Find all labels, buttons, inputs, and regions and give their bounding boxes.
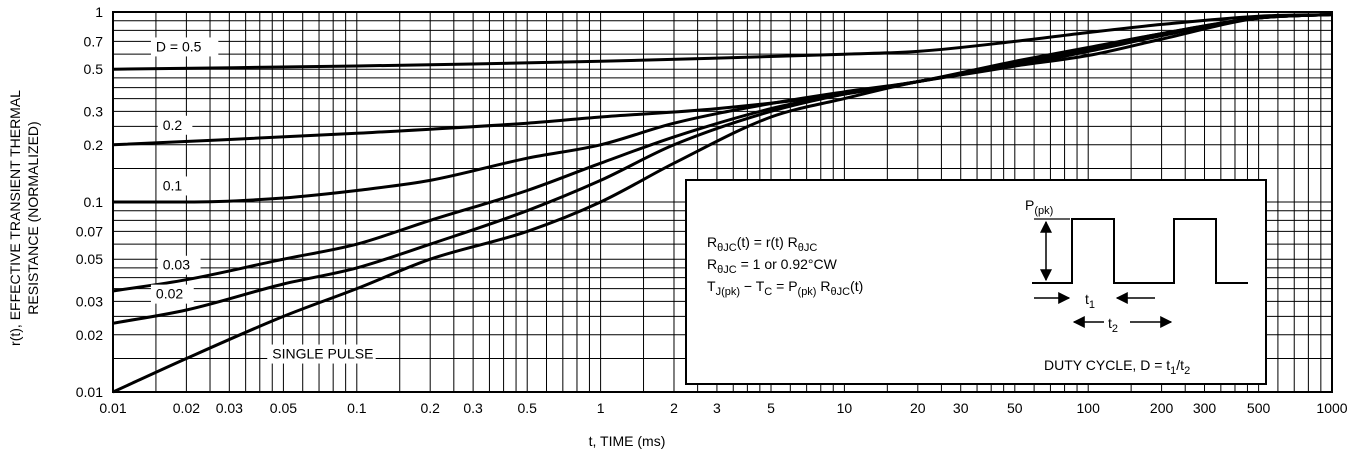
y-tick-label: 0.05 xyxy=(76,251,103,267)
x-tick-label: 0.2 xyxy=(420,400,440,416)
curve-single-pulse-label: SINGLE PULSE xyxy=(272,346,373,362)
y-tick-label: 0.01 xyxy=(76,384,103,400)
plot-frame xyxy=(112,11,1333,393)
x-tick-label: 30 xyxy=(953,400,969,416)
t1-label: t1 xyxy=(1085,291,1095,311)
x-axis-title: t, TIME (ms) xyxy=(589,433,666,449)
curve-0-2-label: 0.2 xyxy=(163,117,183,133)
curve-0-03-label-bg xyxy=(157,255,201,275)
x-tick-label: 0.1 xyxy=(347,400,367,416)
x-tick-label: 3 xyxy=(713,400,721,416)
formula-rthetajc: RθJC(t) = r(t) RθJC xyxy=(707,234,817,254)
x-tick-label: 2 xyxy=(670,400,678,416)
x-tick-label: 0.02 xyxy=(173,400,200,416)
duty-cycle-label: DUTY CYCLE, D = t1/t2 xyxy=(1044,357,1190,377)
x-tick-label: 200 xyxy=(1150,400,1174,416)
x-tick-label: 500 xyxy=(1247,400,1271,416)
y-tick-label: 0.2 xyxy=(84,137,104,153)
curve-0-1-label-bg xyxy=(157,176,193,196)
tick-labels: 0.01 0.02 0.03 0.05 0.1 0.2 0.3 0.5 1 2 3 5 10 20 30 50… xyxy=(76,4,1347,416)
inset-box: RθJC(t) = r(t) RθJC RθJC = 1 or 0.92°CW … xyxy=(685,179,1267,385)
curve-d-0-5 xyxy=(112,13,1333,71)
x-tick-label: 1000 xyxy=(1316,400,1347,416)
formula-rthetajc-value: RθJC = 1 or 0.92°CW xyxy=(707,256,838,276)
x-tick-label: 10 xyxy=(837,400,853,416)
curve-single-pulse xyxy=(112,13,1333,394)
y-tick-label: 0.5 xyxy=(84,61,104,77)
t2-label: t2 xyxy=(1108,315,1118,335)
y-tick-label: 0.3 xyxy=(84,103,104,119)
pk-label: P(pk) xyxy=(1025,197,1053,217)
curve-0-02-label: 0.02 xyxy=(156,286,183,302)
curves xyxy=(112,13,1333,394)
x-tick-label: 0.01 xyxy=(99,400,126,416)
x-tick-label: 20 xyxy=(910,400,926,416)
y-tick-label: 1 xyxy=(95,4,103,20)
curve-0-02-label-bg xyxy=(150,284,194,304)
curve-labels: D = 0.5 0.2 0.1 0.03 0.02 SINGLE PULSE xyxy=(150,37,376,364)
x-tick-label: 100 xyxy=(1077,400,1101,416)
x-tick-label: 50 xyxy=(1007,400,1023,416)
x-tick-label: 0.3 xyxy=(463,400,483,416)
x-tick-label: 0.03 xyxy=(216,400,243,416)
curve-single-pulse-label-bg xyxy=(267,344,376,364)
x-tick-label: 0.5 xyxy=(517,400,537,416)
y-axis-title-line1: r(t), EFFECTIVE TRANSIENT THERMAL xyxy=(7,90,23,346)
pulse-waveform xyxy=(1032,218,1248,284)
curve-0-03-label: 0.03 xyxy=(163,257,190,273)
y-tick-label: 0.07 xyxy=(76,223,103,239)
y-tick-label: 0.02 xyxy=(76,327,103,343)
curve-0-1-label: 0.1 xyxy=(163,177,183,193)
curve-d-0-5-label-bg xyxy=(150,37,219,57)
y-tick-label: 0.03 xyxy=(76,293,103,309)
x-tick-label: 300 xyxy=(1193,400,1217,416)
curve-0-2-label-bg xyxy=(157,115,193,135)
formula-tj: TJ(pk) − TC = P(pk) RθJC(t) xyxy=(707,278,863,298)
y-axis-title-line2: RESISTANCE (NORMALIZED) xyxy=(25,121,41,314)
x-tick-label: 5 xyxy=(767,400,775,416)
curve-d-0-5-label: D = 0.5 xyxy=(156,38,202,54)
curve-0-02 xyxy=(112,13,1333,325)
x-tick-label: 0.05 xyxy=(270,400,297,416)
x-tick-label: 1 xyxy=(597,400,605,416)
y-tick-label: 0.7 xyxy=(84,33,104,49)
y-tick-label: 0.1 xyxy=(84,194,104,210)
